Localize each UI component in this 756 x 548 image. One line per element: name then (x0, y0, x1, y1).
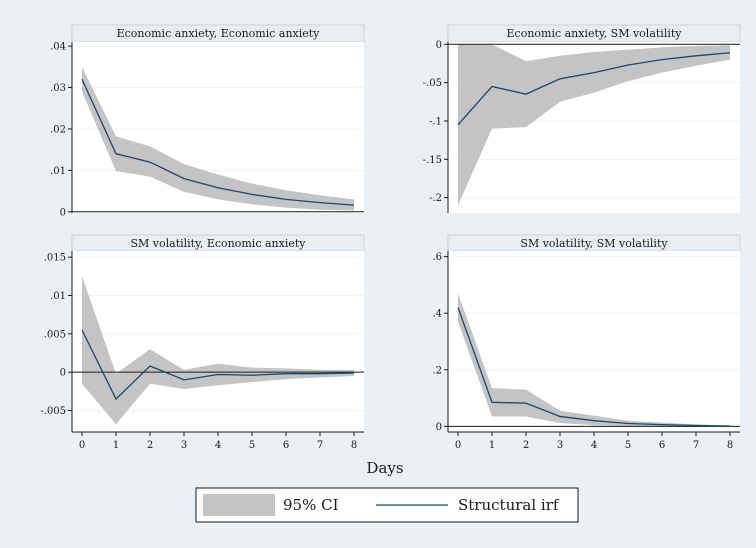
y-tick-label: 0 (60, 207, 66, 218)
x-tick-label: 4 (591, 440, 597, 451)
y-tick-label: .2 (432, 365, 442, 376)
legend-ci-label: 95% CI (283, 496, 339, 514)
y-tick-label: -.15 (423, 155, 442, 166)
ci-band (458, 293, 730, 427)
panel-2: Economic anxiety, SM volatility -.2 -.15 -.… (423, 24, 741, 213)
x-tick-label: 6 (283, 440, 289, 451)
x-tick-label: 8 (351, 440, 357, 451)
y-tick-label: .01 (50, 291, 66, 302)
x-axis-title: Days (366, 459, 403, 477)
x-tick-label: 1 (113, 440, 119, 451)
irf-line (457, 52, 731, 126)
y-tick-label: -.005 (40, 406, 66, 417)
ci-band (82, 66, 354, 211)
irf-line (81, 78, 355, 206)
panel-1: Economic anxiety, Economic anxiety 0 .01 .0… (50, 24, 365, 218)
legend: 95% CI Structural irf (195, 487, 579, 523)
y-tick-label: .01 (50, 166, 66, 177)
y-tick-label: .6 (432, 252, 442, 263)
panel-title: Economic anxiety, Economic anxiety (117, 27, 321, 40)
x-tick-label: 7 (317, 440, 323, 451)
y-tick-label: .4 (432, 309, 442, 320)
x-tick-label: 2 (147, 440, 153, 451)
panels-group: Economic anxiety, Economic anxiety 0 .01 .0… (40, 24, 741, 451)
y-tick-label: -.1 (429, 116, 442, 127)
irf-line (457, 307, 731, 427)
x-tick-label: 3 (181, 440, 187, 451)
x-tick-label: 6 (659, 440, 665, 451)
x-tick-label: 1 (489, 440, 495, 451)
x-tick-label: 0 (79, 440, 85, 451)
legend-ci-swatch (203, 494, 275, 516)
y-tick-label: -.2 (429, 193, 442, 204)
legend-irf-label: Structural irf (458, 496, 560, 514)
y-tick-label: .03 (50, 83, 66, 94)
ci-band (458, 44, 730, 206)
x-tick-label: 5 (625, 440, 631, 451)
x-tick-label: 7 (693, 440, 699, 451)
panel-3: SM volatility, Economic anxiety -.005 0 .00… (40, 234, 365, 451)
y-tick-label: .04 (50, 42, 66, 53)
x-tick-label: 2 (523, 440, 529, 451)
y-tick-label: .02 (50, 124, 66, 135)
x-tick-label: 0 (455, 440, 461, 451)
x-tick-label: 8 (727, 440, 733, 451)
y-tick-label: .005 (44, 329, 66, 340)
y-tick-label: .015 (44, 253, 66, 264)
y-tick-label: 0 (436, 422, 442, 433)
x-tick-label: 3 (557, 440, 563, 451)
x-tick-label: 5 (249, 440, 255, 451)
y-tick-label: 0 (436, 40, 442, 51)
irf-line (81, 329, 355, 401)
panel-title: SM volatility, Economic anxiety (131, 237, 307, 250)
panel-4: SM volatility, SM volatility 0 .2 .4 .6 0 1 2 3 4… (432, 234, 741, 451)
panel-title: Economic anxiety, SM volatility (507, 27, 683, 40)
y-tick-label: 0 (60, 368, 66, 379)
panel-title: SM volatility, SM volatility (520, 237, 668, 250)
x-tick-label: 4 (215, 440, 221, 451)
y-tick-label: -.05 (423, 78, 442, 89)
ci-band (82, 276, 354, 425)
